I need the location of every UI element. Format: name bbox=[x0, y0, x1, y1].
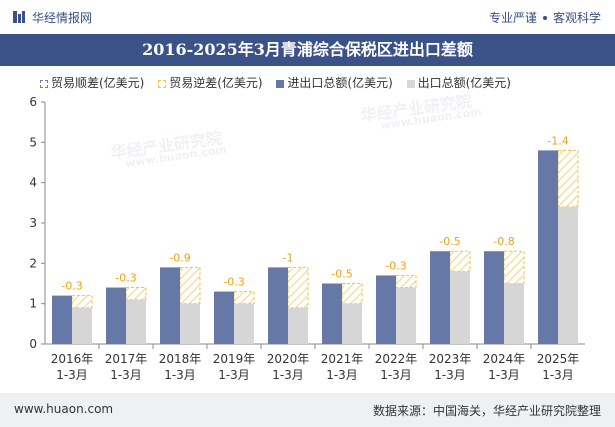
deficit-bar bbox=[71, 295, 93, 309]
export-bar bbox=[180, 303, 200, 344]
x-tick-label-year: 2021年 bbox=[321, 352, 364, 366]
deficit-bar bbox=[287, 266, 309, 309]
x-tick-label-year: 2019年 bbox=[213, 352, 256, 366]
top-bar: 华经情报网 专业严谨 客观科学 bbox=[0, 0, 615, 34]
deficit-bar bbox=[557, 149, 579, 208]
deficit-bar bbox=[233, 291, 255, 305]
import-bar bbox=[160, 267, 180, 344]
x-tick-label-year: 2024年 bbox=[483, 352, 526, 366]
deficit-data-label: -0.8 bbox=[493, 235, 514, 248]
x-tick-label-period: 1-3月 bbox=[110, 368, 142, 382]
export-bar bbox=[558, 206, 578, 344]
separator-dot bbox=[542, 15, 547, 20]
chart-title: 2016-2025年3月青浦综合保税区进出口差额 bbox=[142, 40, 473, 59]
x-tick-label-year: 2017年 bbox=[105, 352, 148, 366]
import-bar bbox=[430, 251, 450, 344]
deficit-bar bbox=[179, 266, 201, 305]
x-tick-label-period: 1-3月 bbox=[56, 368, 88, 382]
import-bar bbox=[52, 295, 72, 344]
deficit-data-label: -0.9 bbox=[169, 251, 190, 264]
export-bar bbox=[342, 303, 362, 344]
x-tick-label-year: 2018年 bbox=[159, 352, 202, 366]
title-bar bbox=[0, 34, 615, 66]
legend-export-swatch bbox=[406, 79, 415, 88]
import-bar bbox=[106, 287, 126, 344]
deficit-data-label: -1.4 bbox=[547, 134, 568, 147]
import-bar bbox=[214, 291, 234, 344]
x-tick-label-period: 1-3月 bbox=[542, 368, 574, 382]
deficit-bar bbox=[503, 250, 525, 285]
x-tick-label-period: 1-3月 bbox=[326, 368, 358, 382]
export-bar bbox=[504, 283, 524, 344]
export-bar bbox=[450, 271, 470, 344]
import-bar bbox=[268, 267, 288, 344]
deficit-data-label: -0.3 bbox=[115, 272, 136, 285]
x-tick-label-period: 1-3月 bbox=[380, 368, 412, 382]
deficit-data-label: -0.3 bbox=[385, 259, 406, 272]
y-tick-label: 4 bbox=[29, 176, 37, 190]
x-tick-label-year: 2023年 bbox=[429, 352, 472, 366]
x-tick-label-period: 1-3月 bbox=[488, 368, 520, 382]
legend-deficit: 贸易逆差(亿美元) bbox=[158, 74, 263, 91]
x-tick-label-year: 2016年 bbox=[51, 352, 94, 366]
legend: 贸易顺差(亿美元) 贸易逆差(亿美元) 进出口总额(亿美元) 出口总额(亿美元) bbox=[40, 74, 521, 90]
y-tick-label: 6 bbox=[29, 95, 37, 109]
export-bar bbox=[396, 287, 416, 344]
x-tick-label-period: 1-3月 bbox=[272, 368, 304, 382]
tagline-objective: 客观科学 bbox=[552, 11, 601, 25]
footer bbox=[0, 393, 615, 427]
deficit-data-label: -0.5 bbox=[331, 268, 352, 281]
import-bar bbox=[322, 283, 342, 344]
y-tick-label: 1 bbox=[29, 297, 37, 311]
x-tick-label-year: 2020年 bbox=[267, 352, 310, 366]
export-bar bbox=[288, 307, 308, 344]
export-bar bbox=[72, 307, 92, 344]
footer-source: 数据来源：中国海关，华经产业研究院整理 bbox=[372, 404, 601, 418]
legend-deficit-swatch bbox=[158, 79, 167, 88]
legend-deficit-label: 贸易逆差(亿美元) bbox=[169, 76, 263, 90]
legend-export: 出口总额(亿美元) bbox=[406, 74, 511, 91]
x-tick-label-period: 1-3月 bbox=[164, 368, 196, 382]
tagline-professional: 专业严谨 bbox=[488, 11, 537, 25]
legend-surplus: 贸易顺差(亿美元) bbox=[40, 74, 144, 91]
brand-name: 华经情报网 bbox=[32, 11, 93, 25]
deficit-bar bbox=[449, 250, 471, 272]
legend-import-swatch bbox=[276, 79, 285, 88]
x-tick-label-period: 1-3月 bbox=[218, 368, 250, 382]
import-bar bbox=[538, 150, 558, 344]
x-tick-label-period: 1-3月 bbox=[434, 368, 466, 382]
legend-surplus-swatch bbox=[40, 79, 48, 88]
legend-export-label: 出口总额(亿美元) bbox=[417, 76, 511, 90]
footer-website[interactable]: www.huaon.com bbox=[14, 402, 114, 416]
import-bar bbox=[376, 275, 396, 344]
export-bar bbox=[126, 299, 146, 344]
y-tick-label: 5 bbox=[29, 135, 37, 149]
deficit-bar bbox=[341, 283, 363, 305]
deficit-bar bbox=[125, 287, 147, 301]
logo-icon bbox=[13, 11, 25, 23]
deficit-data-label: -0.3 bbox=[223, 276, 244, 289]
deficit-data-label: -1 bbox=[283, 251, 294, 264]
y-tick-label: 0 bbox=[29, 337, 37, 351]
y-tick-label: 2 bbox=[29, 256, 37, 270]
legend-import: 进出口总额(亿美元) bbox=[276, 74, 393, 91]
deficit-data-label: -0.5 bbox=[439, 235, 460, 248]
deficit-bar bbox=[395, 274, 417, 289]
y-tick-label: 3 bbox=[29, 216, 37, 230]
x-tick-label-year: 2022年 bbox=[375, 352, 418, 366]
deficit-data-label: -0.3 bbox=[61, 280, 82, 293]
export-bar bbox=[234, 303, 254, 344]
legend-surplus-label: 贸易顺差(亿美元) bbox=[51, 76, 145, 90]
import-bar bbox=[484, 251, 504, 344]
tagline: 专业严谨 客观科学 bbox=[489, 9, 601, 26]
legend-import-label: 进出口总额(亿美元) bbox=[287, 76, 393, 90]
x-tick-label-year: 2025年 bbox=[537, 352, 580, 366]
